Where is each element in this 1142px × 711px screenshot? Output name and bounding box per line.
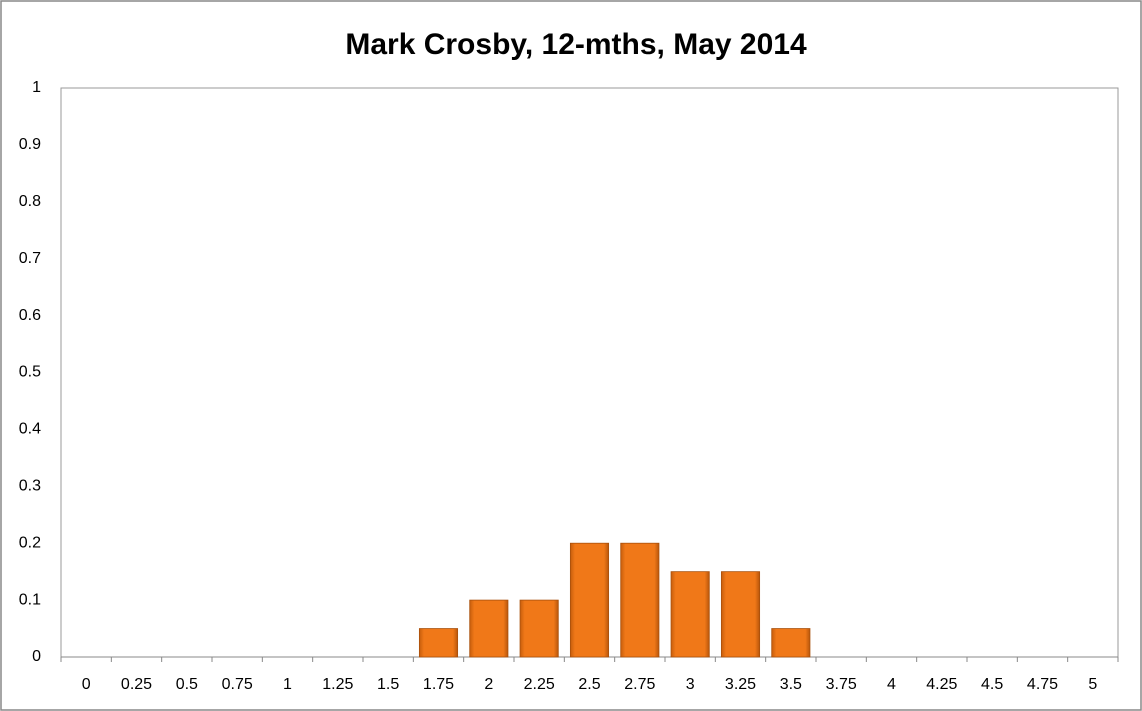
bar	[469, 599, 509, 658]
y-tick-label: 0.5	[19, 364, 41, 381]
y-tick-label: 0.9	[19, 136, 41, 153]
y-tick-label: 0.3	[19, 478, 41, 495]
y-tick-label: 0.4	[19, 421, 41, 438]
x-tick-label: 4.5	[981, 676, 1003, 693]
x-tick-label: 0.5	[176, 676, 198, 693]
bar	[620, 542, 660, 658]
y-tick-label: 0.6	[19, 307, 41, 324]
x-tick-label: 1.25	[322, 676, 353, 693]
x-tick-label: 4.75	[1027, 676, 1058, 693]
bar	[519, 599, 559, 658]
x-tick-label: 2.25	[524, 676, 555, 693]
x-tick-label: 4	[887, 676, 896, 693]
bar	[569, 542, 610, 658]
x-tick-label: 1.75	[423, 676, 454, 693]
x-tick-label: 3.25	[725, 676, 756, 693]
bar	[771, 628, 811, 658]
x-tick-label: 2	[484, 676, 493, 693]
x-tick-label: 5	[1088, 676, 1097, 693]
y-tick-label: 0.1	[19, 591, 41, 608]
chart-title: Mark Crosby, 12-mths, May 2014	[345, 28, 807, 61]
x-tick-label: 2.75	[624, 676, 655, 693]
bar	[418, 628, 459, 658]
y-tick-label: 0.7	[19, 250, 41, 267]
x-tick-label: 0.75	[222, 676, 253, 693]
y-tick-label: 1	[32, 79, 41, 96]
bar	[720, 571, 761, 658]
y-tick-label: 0.2	[19, 534, 41, 551]
x-tick-label: 1	[283, 676, 292, 693]
y-tick-label: 0	[32, 648, 41, 665]
x-tick-label: 3.5	[780, 676, 802, 693]
x-tick-label: 4.25	[926, 676, 957, 693]
x-tick-label: 3	[686, 676, 695, 693]
y-tick-label: 0.8	[19, 193, 41, 210]
x-tick-label: 0.25	[121, 676, 152, 693]
x-tick-label: 2.5	[578, 676, 600, 693]
x-tick-label: 0	[82, 676, 91, 693]
bar	[670, 571, 710, 658]
x-tick-label: 3.75	[826, 676, 857, 693]
x-tick-label: 1.5	[377, 676, 399, 693]
